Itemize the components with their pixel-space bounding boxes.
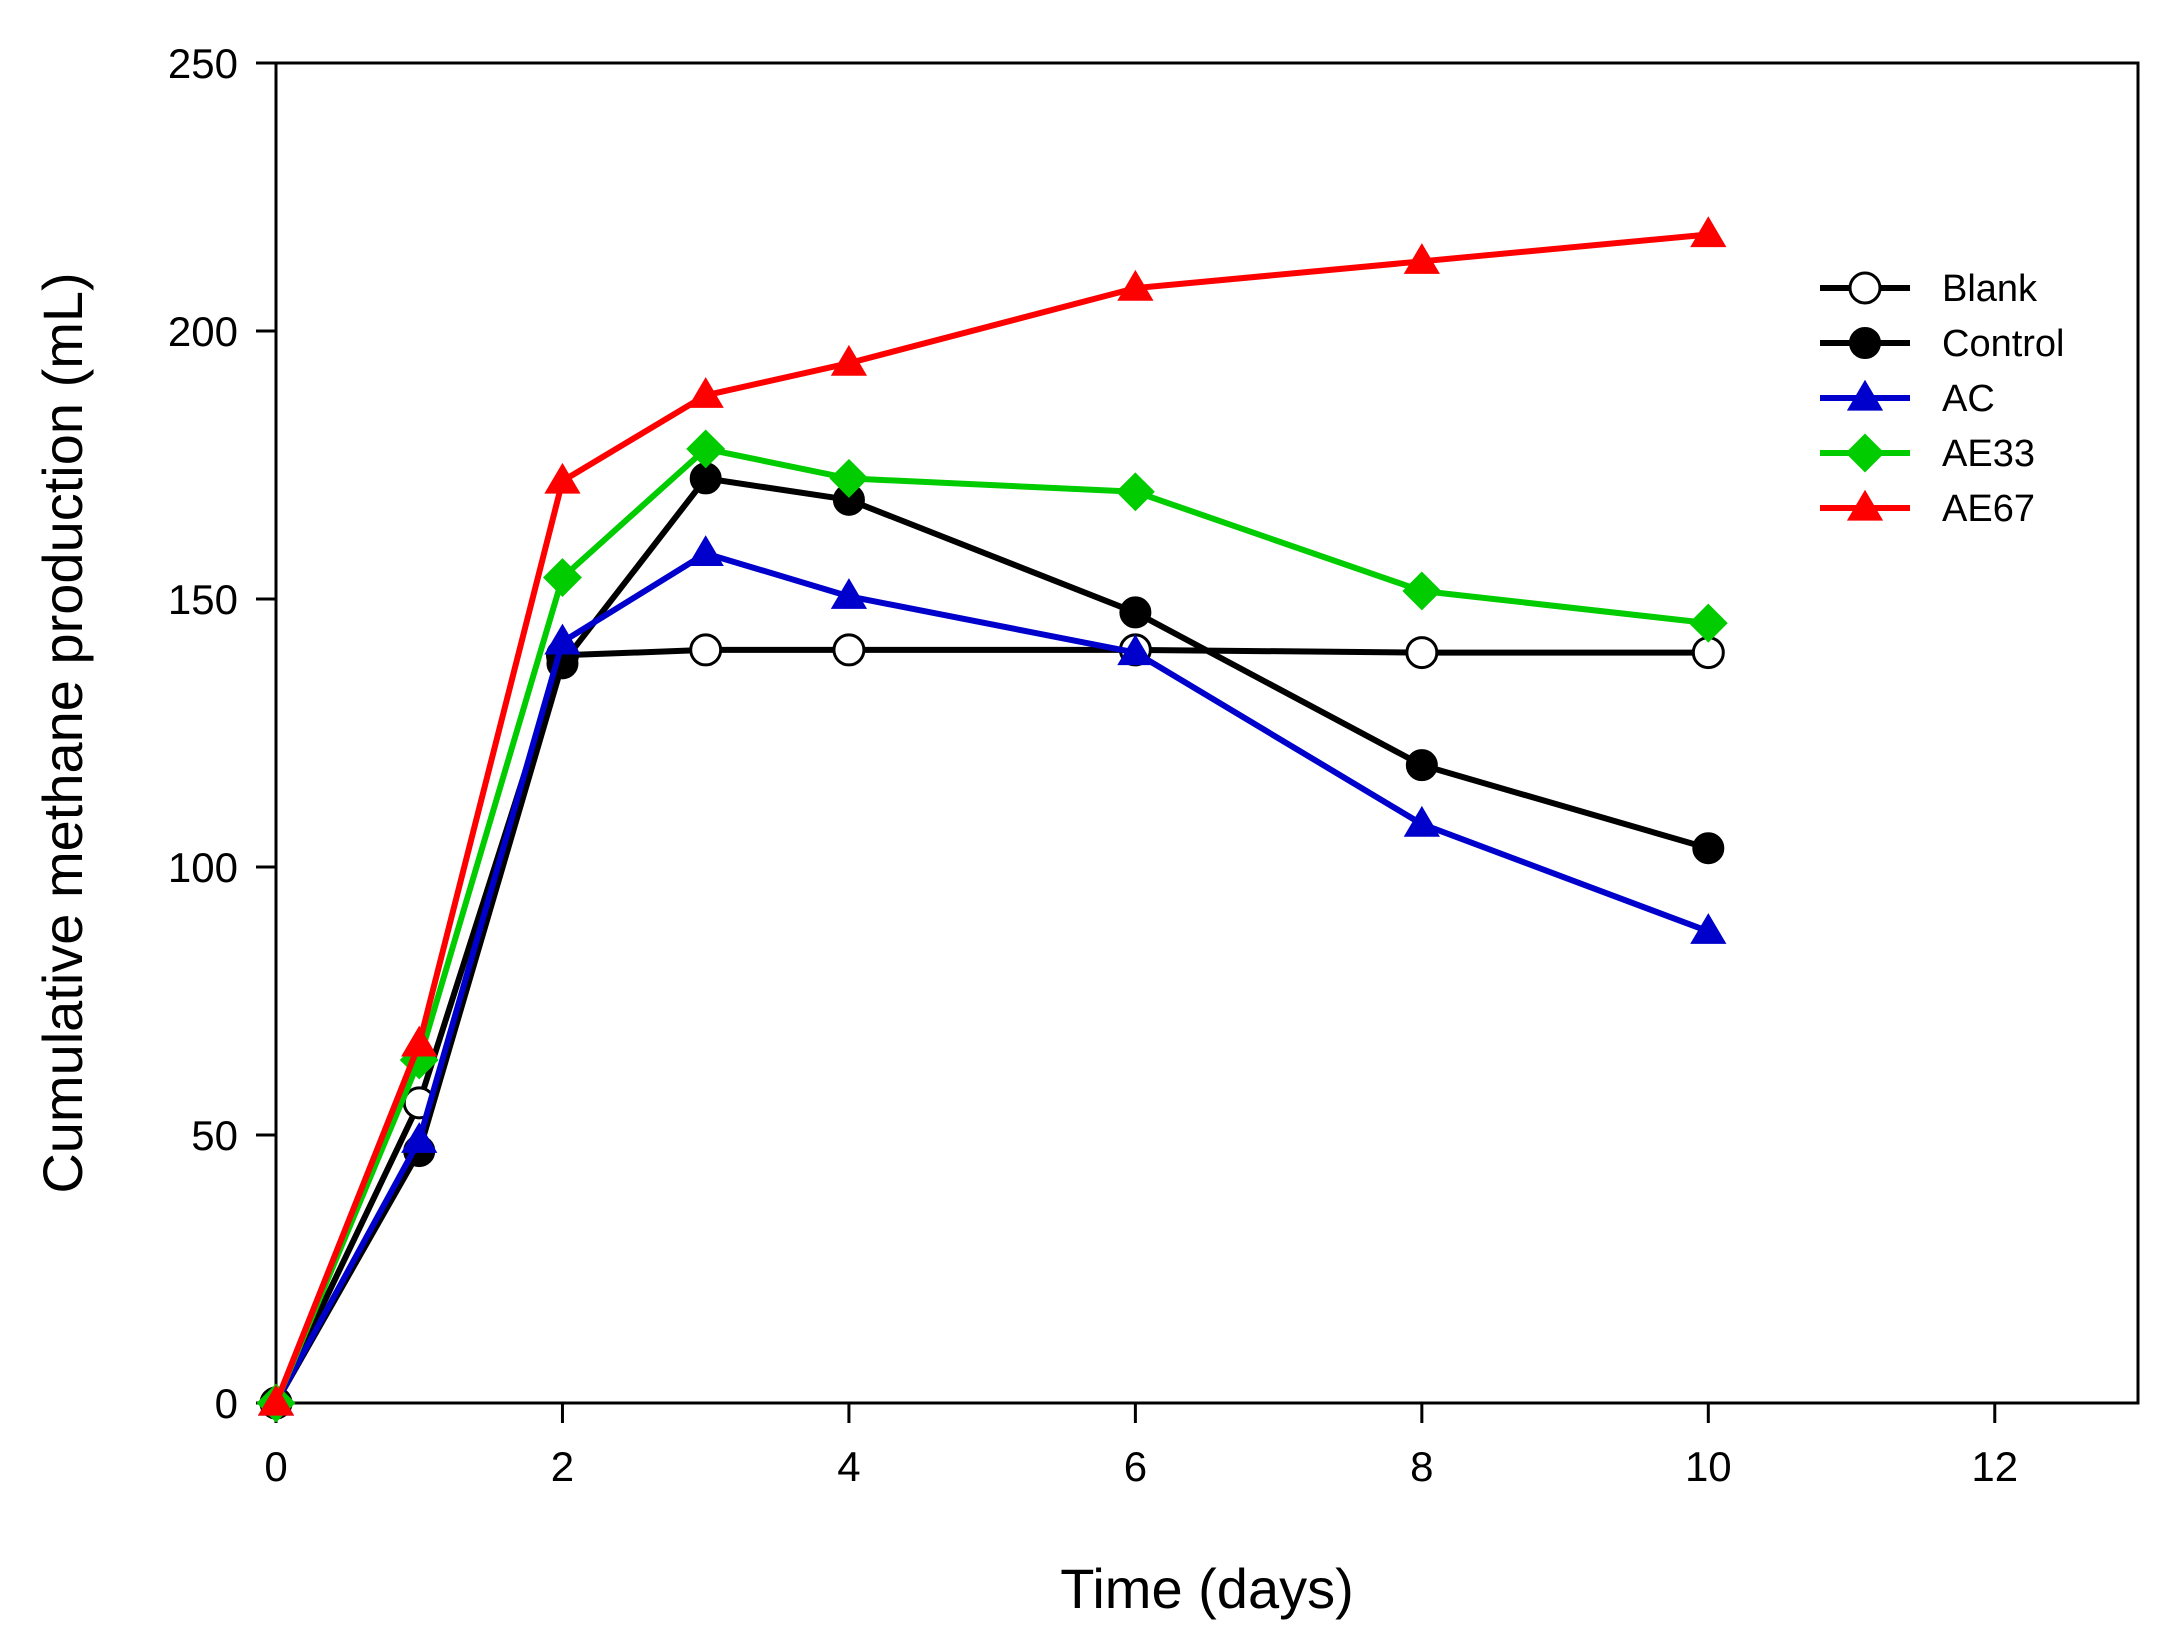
data-point-ae67 (687, 377, 724, 408)
data-point-ac (687, 535, 724, 567)
y-tick-label: 200 (168, 308, 238, 355)
x-tick-label: 6 (1124, 1443, 1147, 1490)
legend-item-ae67: AE67 (1820, 488, 2035, 530)
x-axis: 0 2 4 6 8 10 12 (264, 1403, 2018, 1490)
data-point-ae67 (1403, 243, 1440, 274)
legend-label: Control (1942, 323, 2065, 365)
y-axis: 0 50 100 150 200 250 (168, 40, 276, 1427)
data-point-ae33 (829, 458, 869, 498)
data-point-ae33 (543, 558, 582, 598)
series-line-ae67 (273, 231, 1709, 1405)
series-control (260, 462, 1725, 1419)
x-tick-label: 0 (264, 1443, 287, 1490)
legend-marker (1845, 433, 1885, 473)
data-point-ac (401, 1122, 438, 1153)
y-tick-label: 50 (191, 1112, 238, 1159)
x-axis-title: Time (days) (1060, 1557, 1354, 1620)
data-point-ae67 (401, 1025, 438, 1057)
x-tick-label: 4 (837, 1443, 860, 1490)
data-point-blank (832, 633, 866, 667)
legend-label: Blank (1942, 268, 2038, 310)
legend-marker (1846, 489, 1884, 521)
series-line-ac (273, 550, 1710, 1405)
data-point-ae67 (544, 462, 581, 494)
data-point-ae33 (686, 429, 726, 469)
data-point-ac (830, 578, 868, 609)
data-point-ae33 (1688, 603, 1728, 643)
plot-frame (274, 61, 2140, 1405)
legend-item-ae33: AE33 (1820, 433, 2035, 475)
legend-label: AE33 (1942, 433, 2035, 475)
data-point-ac (544, 623, 581, 655)
x-tick-label: 10 (1685, 1443, 1732, 1490)
data-point-control (1119, 596, 1152, 629)
series-layer (256, 216, 1728, 1423)
data-point-ac (1117, 634, 1154, 666)
data-point-ae67 (257, 1384, 295, 1416)
series-blank (259, 633, 1725, 1420)
x-tick-label: 8 (1410, 1443, 1433, 1490)
legend-label: AE67 (1942, 488, 2035, 530)
series-line-control (273, 475, 1710, 1405)
series-ac (257, 535, 1727, 1416)
legend-marker (1846, 379, 1884, 411)
y-axis-title: Cumulative methane production (mL) (31, 272, 94, 1193)
legend: Blank Control AC AE33 AE67 (1820, 268, 2065, 530)
data-point-ae67 (1690, 216, 1727, 248)
data-point-ac (1690, 913, 1727, 944)
x-tick-label: 2 (551, 1443, 574, 1490)
series-ae67 (257, 216, 1727, 1416)
data-point-ae33 (1402, 571, 1442, 611)
series-line-blank (273, 646, 1709, 1405)
y-tick-label: 0 (215, 1380, 238, 1427)
legend-item-ac: AC (1820, 378, 1995, 420)
data-point-ae67 (1117, 269, 1154, 301)
data-point-control (1405, 749, 1438, 782)
y-tick-label: 150 (168, 576, 238, 623)
data-point-blank (689, 633, 723, 667)
legend-marker (1848, 271, 1882, 305)
data-point-control (1692, 832, 1725, 865)
data-point-blank (1405, 636, 1439, 670)
legend-label: AC (1942, 378, 1995, 420)
y-tick-label: 250 (168, 40, 238, 87)
x-tick-label: 12 (1971, 1443, 2018, 1490)
legend-item-control: Control (1820, 323, 2065, 365)
data-point-ae33 (1115, 472, 1155, 512)
legend-marker (1849, 327, 1881, 359)
data-point-ae67 (830, 344, 868, 376)
series-line-ae33 (273, 445, 1709, 1405)
y-tick-label: 100 (168, 844, 238, 891)
legend-item-blank: Blank (1820, 268, 2038, 310)
data-point-ac (1403, 805, 1440, 837)
